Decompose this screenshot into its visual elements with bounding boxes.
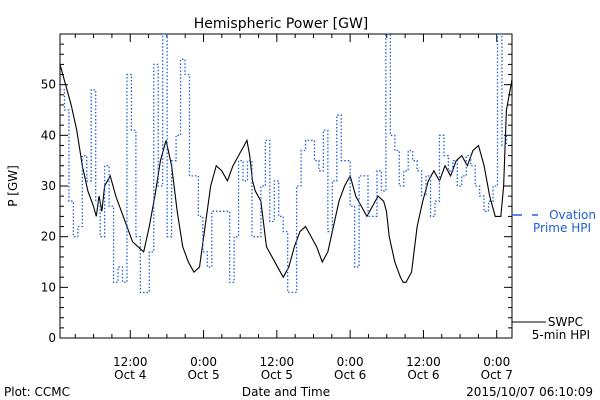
- x-tick-time: 0:00: [337, 355, 364, 369]
- y-tick-label: 50: [41, 78, 56, 92]
- series-ovation-line: [60, 33, 512, 294]
- x-tick-time: 0:00: [483, 355, 510, 369]
- plot-frame: [59, 33, 513, 339]
- x-axis-label: Date and Time: [242, 385, 330, 399]
- y-tick-label: 40: [41, 128, 56, 142]
- chart-title: Hemispheric Power [GW]: [194, 16, 369, 32]
- legend-ovation-label-2: Prime HPI: [533, 221, 591, 235]
- legend-swpc: SWPC 5-min HPI: [512, 315, 590, 342]
- legend-swpc-label-2: 5-min HPI: [532, 328, 590, 342]
- x-tick-time: 12:00: [406, 355, 441, 369]
- plot-credit: Plot: CCMC: [4, 385, 70, 399]
- y-tick-label: 30: [41, 179, 56, 193]
- x-tick-date: Oct 6: [407, 368, 439, 382]
- x-tick-date: Oct 6: [334, 368, 366, 382]
- legend-ovation: Ovation Prime HPI: [512, 208, 596, 235]
- series-swpc-line: [59, 64, 513, 283]
- x-tick-date: Oct 4: [114, 368, 146, 382]
- legend-ovation-label-1: Ovation: [549, 208, 596, 222]
- x-tick-time: 12:00: [260, 355, 295, 369]
- y-axis-label: P [GW]: [6, 165, 20, 207]
- plot-series: [59, 33, 513, 294]
- x-tick-time: 0:00: [190, 355, 217, 369]
- legend-swpc-label-1: SWPC: [548, 315, 583, 329]
- x-tick-date: Oct 7: [481, 368, 513, 382]
- y-tick-label: 20: [41, 230, 56, 244]
- x-tick-date: Oct 5: [187, 368, 219, 382]
- plot-timestamp: 2015/10/07 06:10:09: [466, 385, 593, 399]
- x-tick-date: Oct 5: [261, 368, 293, 382]
- y-axis: 0 10 20 30 40 50: [41, 43, 512, 345]
- y-tick-label: 10: [41, 280, 56, 294]
- y-tick-label: 0: [48, 331, 56, 345]
- x-tick-time: 12:00: [113, 355, 148, 369]
